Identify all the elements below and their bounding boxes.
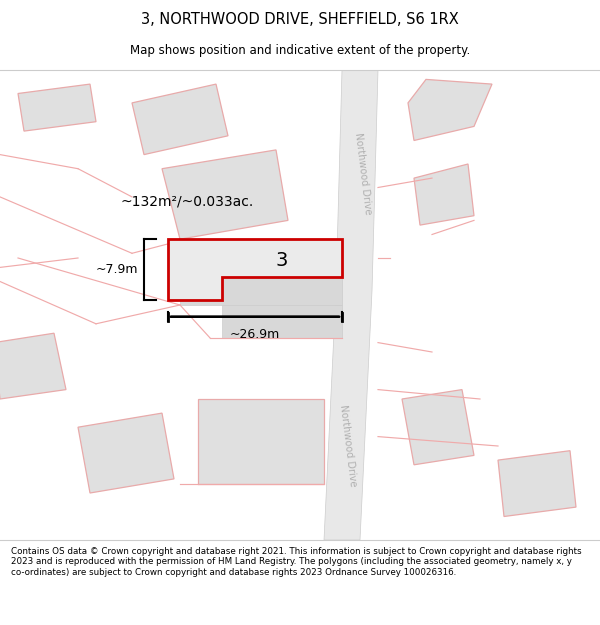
- Text: ~7.9m: ~7.9m: [95, 263, 138, 276]
- Text: Northwood Drive: Northwood Drive: [338, 404, 358, 488]
- Text: ~132m²/~0.033ac.: ~132m²/~0.033ac.: [120, 194, 253, 209]
- Text: Contains OS data © Crown copyright and database right 2021. This information is : Contains OS data © Crown copyright and d…: [11, 547, 581, 577]
- Polygon shape: [162, 150, 288, 239]
- Text: 3, NORTHWOOD DRIVE, SHEFFIELD, S6 1RX: 3, NORTHWOOD DRIVE, SHEFFIELD, S6 1RX: [141, 12, 459, 27]
- Polygon shape: [324, 70, 378, 540]
- Text: Northwood Drive: Northwood Drive: [353, 132, 373, 215]
- Polygon shape: [78, 413, 174, 493]
- Text: Map shows position and indicative extent of the property.: Map shows position and indicative extent…: [130, 44, 470, 57]
- Polygon shape: [414, 164, 474, 225]
- Polygon shape: [408, 79, 492, 141]
- Polygon shape: [180, 258, 342, 305]
- Polygon shape: [402, 389, 474, 465]
- Polygon shape: [18, 84, 96, 131]
- Polygon shape: [498, 451, 576, 516]
- Text: ~26.9m: ~26.9m: [230, 329, 280, 341]
- Polygon shape: [168, 239, 342, 300]
- Polygon shape: [222, 305, 342, 338]
- Polygon shape: [0, 333, 66, 399]
- Text: 3: 3: [276, 251, 288, 270]
- Polygon shape: [132, 84, 228, 154]
- Polygon shape: [198, 399, 324, 484]
